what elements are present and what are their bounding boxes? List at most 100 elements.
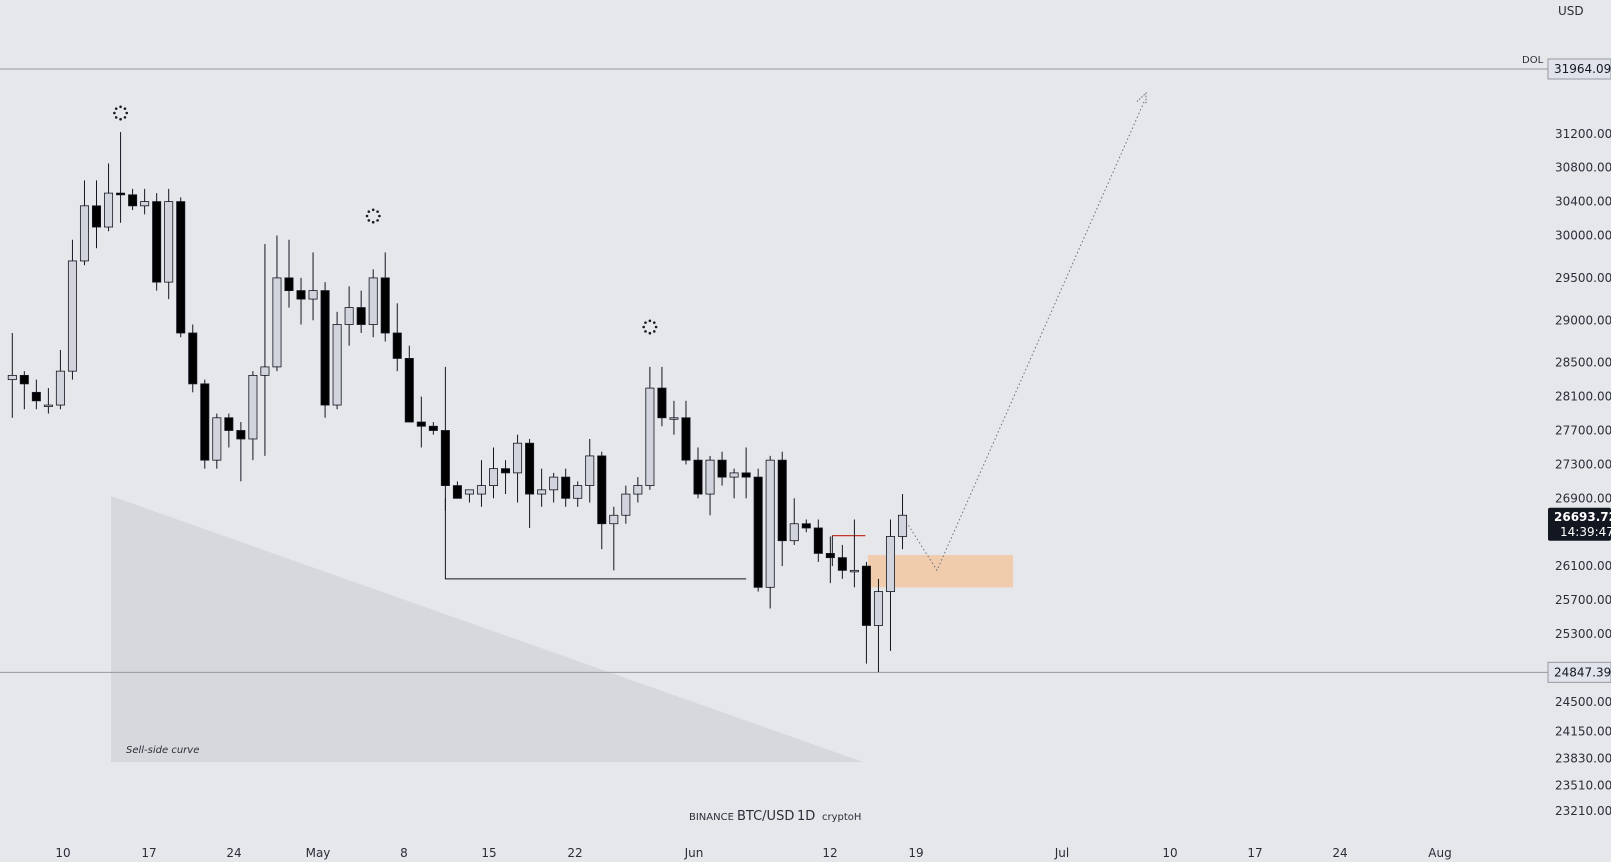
candle[interactable] (861, 561, 871, 664)
dot (119, 117, 122, 121)
candle[interactable] (753, 468, 763, 592)
candle[interactable] (248, 371, 258, 461)
current-price-tag[interactable] (1548, 507, 1611, 541)
candle[interactable] (597, 451, 607, 550)
candle[interactable] (392, 303, 402, 372)
candle[interactable] (140, 188, 150, 215)
candle[interactable] (693, 447, 703, 499)
candle[interactable] (200, 379, 210, 469)
candle[interactable] (765, 455, 775, 609)
candle[interactable] (332, 311, 342, 410)
projection-path[interactable] (901, 99, 1146, 572)
time-tick-label: 24 (226, 846, 241, 860)
candle-body-up (55, 370, 65, 406)
candle[interactable] (284, 239, 294, 308)
candle[interactable] (380, 252, 390, 342)
candle-body-up (513, 442, 523, 474)
candle[interactable] (825, 536, 835, 584)
equal-lows-bracket[interactable] (444, 498, 747, 580)
candle[interactable] (260, 243, 270, 456)
candle-body-up (260, 366, 270, 376)
candle[interactable] (19, 371, 29, 410)
candle[interactable] (476, 460, 486, 507)
candle[interactable] (152, 193, 162, 291)
candle[interactable] (513, 434, 523, 503)
candle[interactable] (116, 132, 126, 223)
candle[interactable] (585, 438, 595, 503)
candle[interactable] (741, 447, 751, 499)
candle[interactable] (633, 477, 643, 503)
candle[interactable] (428, 422, 438, 435)
candle[interactable] (621, 485, 631, 524)
candle[interactable] (79, 180, 89, 266)
candle-body-up (729, 472, 739, 478)
candle[interactable] (873, 578, 883, 673)
candle[interactable] (681, 400, 691, 465)
candle[interactable] (224, 413, 234, 448)
candle[interactable] (7, 332, 17, 418)
candle[interactable] (573, 481, 583, 507)
symbol-label: BTC/USD (737, 809, 794, 824)
candle[interactable] (212, 413, 222, 469)
time-tick-label: Jun (684, 846, 704, 860)
candle[interactable] (356, 290, 366, 333)
candle[interactable] (898, 494, 908, 550)
candle-body-down (825, 553, 835, 559)
candle[interactable] (717, 451, 727, 486)
candle[interactable] (813, 519, 823, 562)
candle[interactable] (164, 188, 174, 300)
low-price-tag[interactable] (1547, 661, 1611, 683)
candle[interactable] (729, 468, 739, 499)
candle[interactable] (236, 422, 246, 482)
candle[interactable] (176, 197, 186, 338)
candle[interactable] (55, 349, 65, 410)
candle[interactable] (368, 269, 378, 338)
price-tick-label: 30800.00 (1555, 161, 1611, 175)
candle[interactable] (645, 366, 655, 490)
candle[interactable] (657, 366, 667, 427)
candle[interactable] (501, 460, 511, 495)
candle[interactable] (777, 451, 787, 567)
candle[interactable] (885, 519, 895, 651)
candle-body-up (669, 417, 679, 420)
candle[interactable] (488, 447, 498, 499)
candle[interactable] (92, 180, 102, 249)
candle[interactable] (849, 519, 859, 588)
candle[interactable] (344, 286, 354, 346)
candle[interactable] (43, 388, 53, 414)
candle[interactable] (188, 324, 198, 393)
dol-label: DOL (1522, 55, 1544, 66)
candle[interactable] (537, 468, 547, 507)
candle[interactable] (464, 489, 474, 503)
candle[interactable] (296, 277, 306, 325)
candle-body-down (320, 290, 330, 406)
candle[interactable] (272, 235, 282, 372)
time-axis: 10 17 24 May 8 15 22 Jun 12 19 Jul 10 17 24 Aug (55, 846, 1451, 860)
candle[interactable] (705, 455, 715, 516)
candle-body-down (717, 459, 727, 478)
candle[interactable] (837, 544, 847, 579)
candle[interactable] (549, 472, 559, 503)
candle[interactable] (104, 163, 114, 232)
dol-price-tag[interactable] (1547, 58, 1611, 80)
candle[interactable] (416, 396, 426, 448)
candle[interactable] (404, 345, 414, 423)
candle-body-down (440, 430, 450, 486)
candle[interactable] (452, 481, 462, 499)
candle[interactable] (320, 282, 330, 418)
candle[interactable] (128, 188, 138, 211)
candle[interactable] (308, 252, 318, 321)
candle[interactable] (31, 379, 41, 410)
candle[interactable] (440, 366, 450, 512)
candle[interactable] (609, 506, 619, 571)
candle[interactable] (561, 468, 571, 507)
candle[interactable] (669, 400, 679, 435)
price-tick-label: 23210.00 (1555, 804, 1611, 818)
candle-body-down (861, 565, 871, 626)
candle[interactable] (67, 239, 77, 380)
candle[interactable] (525, 438, 535, 528)
candle[interactable] (801, 519, 811, 533)
candle[interactable] (789, 498, 799, 545)
